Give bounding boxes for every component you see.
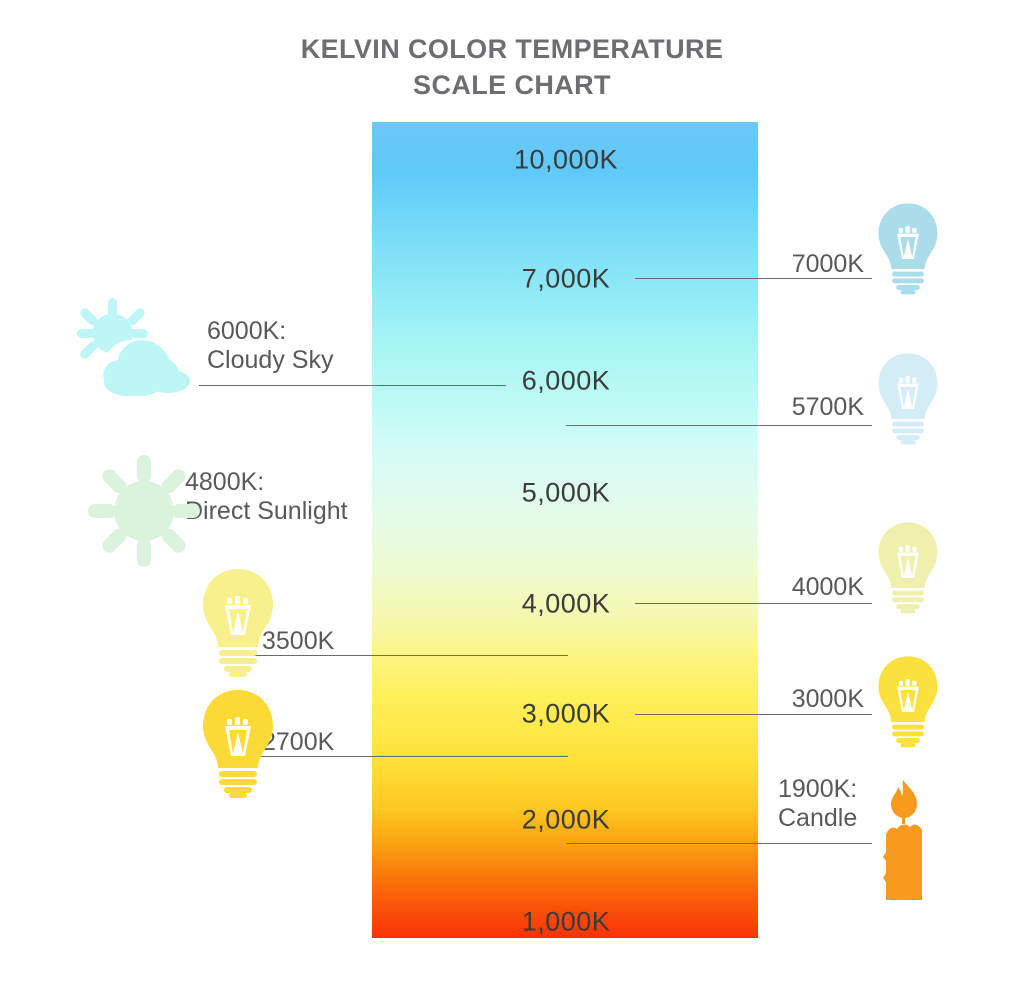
page-title: KELVIN COLOR TEMPERATURE SCALE CHART	[0, 32, 1024, 103]
scale-label-5000k: 5,000K	[521, 477, 611, 508]
candle-icon	[880, 778, 930, 900]
callout-2700k: 2700K	[262, 728, 335, 756]
scale-label-1000k: 1,000K	[521, 906, 611, 937]
callout-3000k: 3000K	[791, 685, 864, 713]
scale-label-10000k: 10,000K	[513, 144, 619, 175]
connector-cloudy-sky	[199, 385, 506, 386]
kelvin-gradient-bar	[372, 122, 758, 938]
light-bulb-icon-4000k	[876, 520, 940, 614]
scale-label-6000k: 6,000K	[521, 365, 611, 396]
title-line-1: KELVIN COLOR TEMPERATURE	[300, 34, 724, 64]
callout-direct-sunlight-line-2: Direct Sunlight	[185, 496, 348, 525]
callout-cloudy-sky-line-2: Cloudy Sky	[207, 345, 334, 374]
callout-3500k: 3500K	[262, 627, 335, 655]
connector-7000k	[635, 278, 872, 279]
connector-3500k	[252, 655, 568, 656]
callout-candle-line-2: Candle	[778, 803, 858, 832]
scale-label-2000k: 2,000K	[521, 804, 611, 835]
callout-direct-sunlight: 4800K: Direct Sunlight	[185, 468, 348, 526]
callout-candle: 1900K: Candle	[778, 775, 857, 833]
sun-behind-cloud-icon	[68, 298, 200, 396]
scale-label-4000k: 4,000K	[521, 588, 611, 619]
callout-cloudy-sky-line-1: 6000K:	[207, 317, 287, 345]
light-bulb-icon-5700k	[876, 351, 940, 445]
callout-candle-line-1: 1900K:	[778, 775, 858, 803]
connector-3000k	[635, 714, 872, 715]
light-bulb-icon-7000k	[876, 201, 940, 295]
connector-candle	[566, 843, 872, 844]
title-line-2: SCALE CHART	[413, 69, 611, 100]
connector-5700k	[566, 425, 872, 426]
callout-cloudy-sky: 6000K: Cloudy Sky	[207, 317, 333, 375]
connector-2700k	[252, 756, 568, 757]
callout-7000k: 7000K	[791, 250, 864, 278]
connector-4000k	[635, 603, 872, 604]
callout-4000k: 4000K	[791, 573, 864, 601]
light-bulb-icon-3500k	[200, 567, 276, 677]
sun-icon	[88, 455, 200, 567]
callout-direct-sunlight-line-1: 4800K:	[185, 468, 265, 496]
scale-label-3000k: 3,000K	[521, 698, 611, 729]
scale-label-7000k: 7,000K	[521, 263, 611, 294]
light-bulb-icon-3000k	[876, 654, 940, 748]
light-bulb-icon-2700k	[200, 688, 276, 798]
callout-5700k: 5700K	[791, 393, 864, 421]
